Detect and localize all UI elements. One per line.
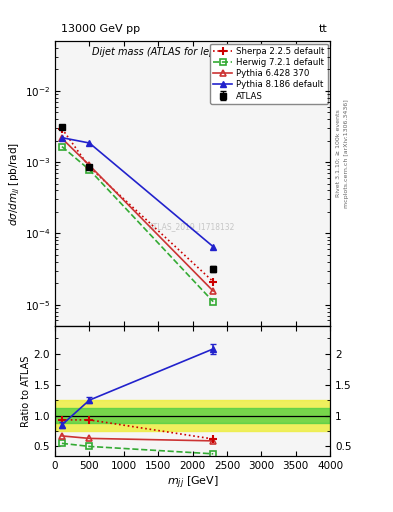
Text: tt: tt [319,24,327,34]
Text: ATLAS_2019_I1718132: ATLAS_2019_I1718132 [149,222,236,231]
X-axis label: $m_{jj}$ [GeV]: $m_{jj}$ [GeV] [167,475,219,491]
Pythia 8.186 default [211,244,216,250]
Line: Pythia 8.186 default: Pythia 8.186 default [59,134,217,250]
Y-axis label: Ratio to ATLAS: Ratio to ATLAS [21,355,31,426]
Text: Rivet 3.1.10; ≥ 100k events: Rivet 3.1.10; ≥ 100k events [336,110,341,198]
Herwig 7.2.1 default [60,143,64,150]
Text: mcplots.cern.ch [arXiv:1306.3436]: mcplots.cern.ch [arXiv:1306.3436] [344,99,349,208]
Line: Pythia 6.428 370: Pythia 6.428 370 [59,135,217,294]
Sherpa 2.2.5 default [211,279,216,285]
Legend: Sherpa 2.2.5 default, Herwig 7.2.1 default, Pythia 6.428 370, Pythia 8.186 defau: Sherpa 2.2.5 default, Herwig 7.2.1 defau… [210,44,327,104]
Sherpa 2.2.5 default [60,125,64,132]
Text: Dijet mass (ATLAS for leptoquark search): Dijet mass (ATLAS for leptoquark search) [92,47,293,57]
Text: 13000 GeV pp: 13000 GeV pp [61,24,140,34]
Herwig 7.2.1 default [211,298,216,305]
Pythia 6.428 370 [60,135,64,141]
Line: Herwig 7.2.1 default: Herwig 7.2.1 default [59,143,217,305]
Pythia 6.428 370 [87,162,92,168]
Herwig 7.2.1 default [87,167,92,173]
Y-axis label: $d\sigma/dm_{jj}$ [pb/rad]: $d\sigma/dm_{jj}$ [pb/rad] [7,141,22,226]
Pythia 8.186 default [87,140,92,146]
Line: Sherpa 2.2.5 default: Sherpa 2.2.5 default [58,124,217,286]
Sherpa 2.2.5 default [87,164,92,170]
Pythia 6.428 370 [211,288,216,294]
Pythia 8.186 default [60,135,64,141]
